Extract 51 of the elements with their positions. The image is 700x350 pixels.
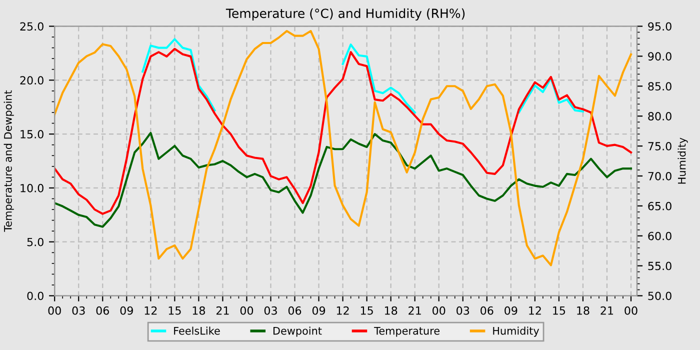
x-tick-label: 06 [480,306,494,315]
x-tick-label: 12 [144,306,157,315]
y-tick-label: 20.0 [20,76,44,85]
x-tick-label: 03 [264,306,277,315]
legend-label: FeelsLike [174,326,220,335]
x-tick-label: 15 [360,306,373,315]
y-tick-label: 25.0 [20,22,44,31]
y2-axis-title: Humidity [678,138,688,184]
line-series [54,30,632,266]
chart-title: Temperature (°C) and Humidity (RH%) [226,8,465,21]
y-tick-label: 10.0 [20,184,44,192]
y2-tick-label: 75.0 [648,142,672,150]
x-tick-label: 09 [504,306,518,315]
x-tick-label: 21 [216,306,229,315]
line-series [54,132,632,228]
x-tick-label: 06 [96,306,110,315]
x-tick-label: 00 [48,306,61,315]
x-tick-label: 00 [624,306,638,315]
x-tick-label: 03 [456,306,470,315]
y-tick-label: 5.0 [27,238,44,246]
x-tick-label: 09 [312,306,326,315]
y2-tick-label: 95.0 [648,22,672,31]
y2-tick-label: 80.0 [648,112,672,120]
y2-tick-label: 65.0 [648,202,672,210]
x-tick-label: 09 [120,306,133,315]
x-tick-label: 03 [72,306,85,315]
line-series [54,48,632,215]
y-tick-label: 15.0 [20,130,44,138]
y2-tick-label: 90.0 [648,52,672,61]
x-tick-label: 15 [553,306,566,315]
y-tick-label: 0.0 [27,292,44,300]
x-tick-label: 18 [384,306,398,315]
x-tick-label: 21 [600,306,614,315]
legend-label: Humidity [493,326,540,337]
y-axis-title: Temperature and Dewpoint [4,90,14,232]
x-tick-label: 00 [432,306,446,315]
x-tick-label: 18 [577,306,590,315]
y2-tick-label: 70.0 [648,172,672,180]
x-tick-label: 00 [240,306,254,315]
y2-tick-label: 55.0 [648,262,672,270]
legend-label: Dewpoint [273,326,322,337]
y2-tick-label: 60.0 [648,232,672,240]
x-tick-label: 12 [529,306,541,315]
x-tick-label: 15 [168,306,181,315]
x-tick-label: 18 [192,306,206,315]
x-tick-label: 21 [408,306,421,315]
x-tick-label: 06 [288,306,302,315]
y2-tick-label: 50.0 [648,292,672,300]
y2-tick-label: 85.0 [648,82,672,91]
legend-label: Temperature [374,327,440,337]
x-tick-label: 12 [336,306,349,315]
